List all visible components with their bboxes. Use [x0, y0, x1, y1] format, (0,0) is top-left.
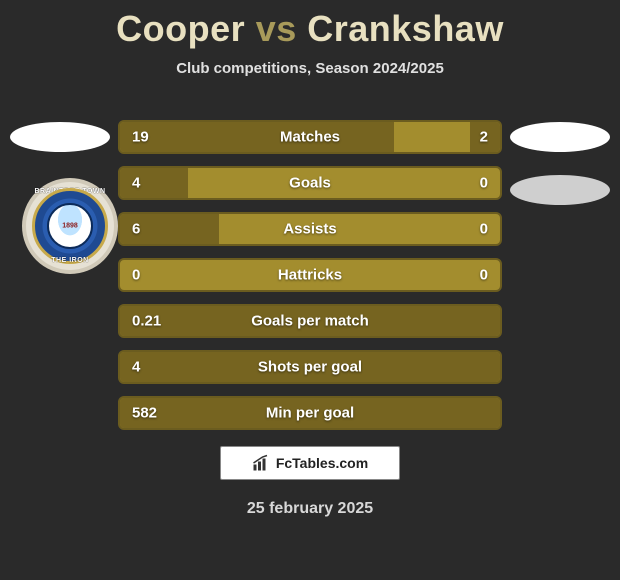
stat-value-left: 582: [132, 405, 157, 422]
stat-row: 6 Assists 0: [118, 212, 502, 246]
stat-label: Shots per goal: [258, 359, 362, 376]
stat-value-left: 4: [132, 359, 140, 376]
player2-silhouette-icon: [510, 122, 610, 152]
chart-icon: [252, 454, 270, 472]
stat-value-left: 19: [132, 129, 149, 146]
player1-silhouette-icon: [10, 122, 110, 152]
bar-fill-left: [120, 122, 394, 152]
stat-label: Hattricks: [278, 267, 342, 284]
stat-value-left: 6: [132, 221, 140, 238]
stat-value-left: 0: [132, 267, 140, 284]
stat-row: 4 Shots per goal: [118, 350, 502, 384]
stat-row: 19 Matches 2: [118, 120, 502, 154]
stat-value-right: 0: [480, 221, 488, 238]
player1-club-crest: BRAINTREE TOWN 1898 THE IRON: [22, 178, 118, 274]
vs-text: vs: [256, 8, 297, 49]
date-text: 25 february 2025: [247, 500, 373, 518]
brand-text: FcTables.com: [276, 455, 368, 471]
crest-year: 1898: [62, 223, 78, 230]
stat-row: 582 Min per goal: [118, 396, 502, 430]
stat-label: Goals: [289, 175, 331, 192]
stat-label: Goals per match: [251, 313, 369, 330]
stat-value-left: 0.21: [132, 313, 161, 330]
stat-value-right: 2: [480, 129, 488, 146]
player2-name: Crankshaw: [307, 8, 504, 49]
crest-bottom-text: THE IRON: [26, 257, 114, 264]
stat-row: 0.21 Goals per match: [118, 304, 502, 338]
player2-club-silhouette-icon: [510, 175, 610, 205]
stat-label: Assists: [283, 221, 336, 238]
stat-value-right: 0: [480, 175, 488, 192]
stat-label: Matches: [280, 129, 340, 146]
stat-row: 0 Hattricks 0: [118, 258, 502, 292]
bar-fill-left: [120, 168, 188, 198]
subtitle: Club competitions, Season 2024/2025: [0, 60, 620, 77]
player1-name: Cooper: [116, 8, 245, 49]
stat-value-right: 0: [480, 267, 488, 284]
stat-bars: 19 Matches 2 4 Goals 0 6 Assists 0 0 Hattricks 0 0.2…: [118, 120, 502, 442]
stat-row: 4 Goals 0: [118, 166, 502, 200]
page-title: Cooper vs Crankshaw: [0, 0, 620, 50]
brand-box: FcTables.com: [220, 446, 400, 480]
stat-value-left: 4: [132, 175, 140, 192]
stat-label: Min per goal: [266, 405, 354, 422]
